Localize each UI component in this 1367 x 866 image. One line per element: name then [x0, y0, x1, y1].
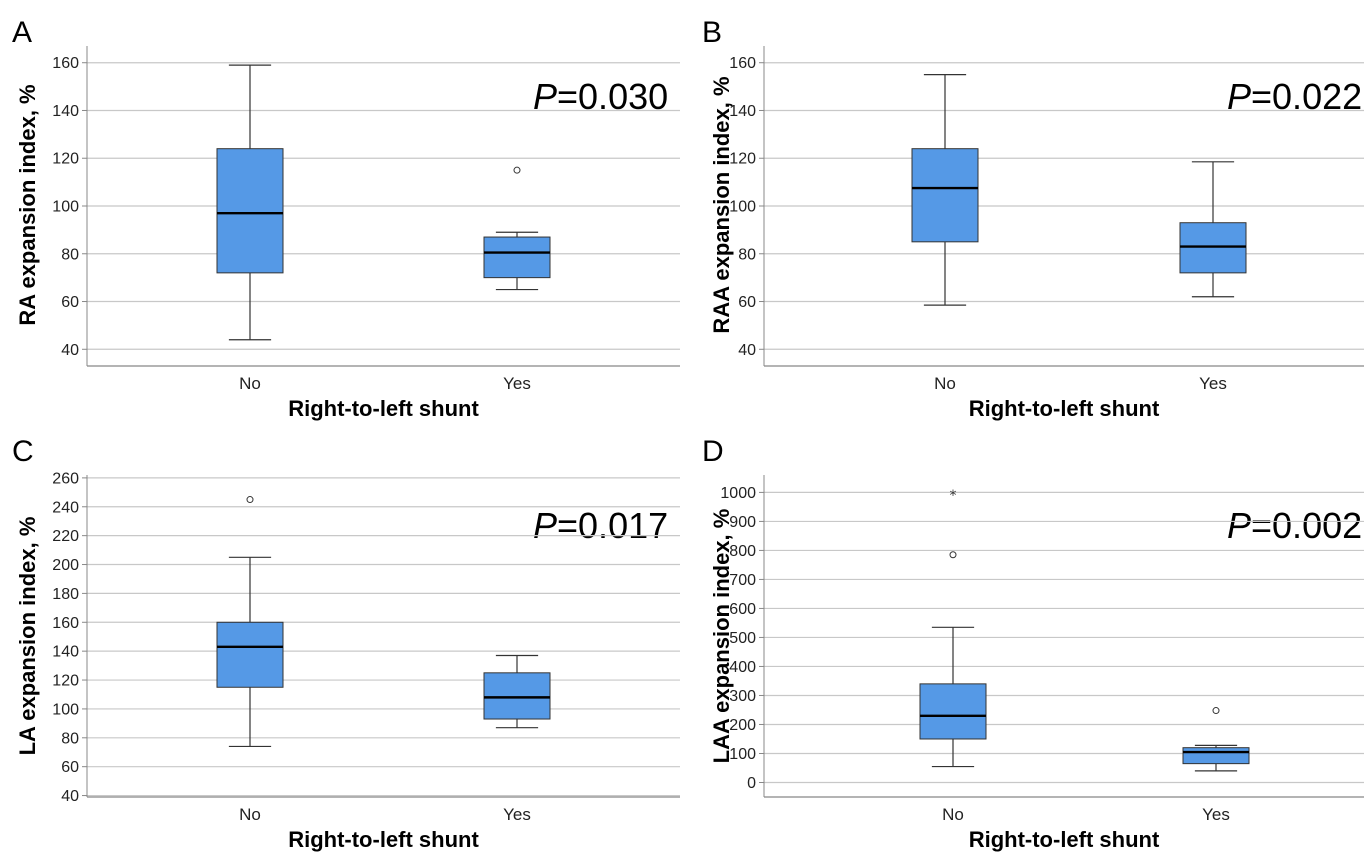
y-tick-label: 120 — [52, 151, 79, 168]
x-category-label: Yes — [503, 374, 531, 393]
box-iqr — [1182, 747, 1250, 765]
y-tick-label: 500 — [729, 630, 756, 647]
y-tick-label: 200 — [52, 557, 79, 574]
outlier-point — [246, 496, 254, 504]
panel-letter: C — [12, 435, 34, 468]
y-tick-label: 40 — [61, 788, 79, 805]
y-tick-label: 80 — [61, 246, 79, 263]
box-iqr — [483, 236, 551, 279]
box-iqr — [911, 148, 979, 243]
boxplot-svg: 0 100 200 300 400 500 600 700 800 900 1000 * No Yes — [720, 475, 1364, 824]
x-axis-label: Right-to-left shunt — [288, 827, 479, 852]
chart-panel-b: B RAA expansion index, % P=0.022 Right-t… — [684, 0, 1367, 433]
y-tick-label: 200 — [729, 717, 756, 734]
box-iqr — [216, 621, 284, 688]
y-tick-label: 100 — [52, 199, 79, 216]
y-tick-label: 260 — [52, 470, 79, 487]
p-value: =0.017 — [557, 505, 669, 546]
extreme-point: * — [950, 488, 957, 504]
p-value-annotation: P=0.017 — [533, 505, 668, 547]
x-category-label: No — [942, 805, 964, 824]
y-tick-label: 100 — [52, 701, 79, 718]
x-category-label: Yes — [1199, 374, 1227, 393]
x-category-label: Yes — [503, 805, 531, 824]
x-category-label: No — [239, 805, 261, 824]
chart-panel-c: C LA expansion index, % P=0.017 Right-to… — [0, 433, 683, 866]
y-tick-label: 120 — [729, 151, 756, 168]
x-axis-label: Right-to-left shunt — [968, 396, 1160, 421]
y-tick-label: 0 — [747, 775, 756, 792]
box-iqr — [919, 683, 987, 740]
y-tick-label: 160 — [729, 55, 756, 72]
boxplot-svg: 40 60 80 100 120 140 160 180 200 220 240 260 No Yes — [52, 470, 680, 824]
box-iqr — [216, 148, 284, 274]
y-tick-label: 160 — [52, 615, 79, 632]
x-category-label: No — [239, 374, 261, 393]
chart-panel-a: A RA expansion index, % P=0.030 Right-to… — [0, 0, 683, 433]
y-tick-label: 40 — [61, 342, 79, 359]
outlier-point — [1212, 707, 1220, 715]
y-tick-label: 600 — [729, 601, 756, 618]
x-axis-label: Right-to-left shunt — [288, 396, 479, 421]
p-value: =0.002 — [1251, 505, 1363, 546]
y-tick-label: 80 — [738, 246, 756, 263]
p-symbol: P — [533, 505, 558, 546]
y-tick-label: 120 — [52, 673, 79, 690]
y-tick-label: 140 — [52, 644, 79, 661]
y-tick-label: 400 — [729, 659, 756, 676]
panel-letter: A — [12, 16, 33, 49]
y-tick-label: 40 — [738, 342, 756, 359]
y-tick-label: 1000 — [720, 485, 756, 502]
y-tick-label: 240 — [52, 499, 79, 516]
y-tick-label: 180 — [52, 586, 79, 603]
panel-letter: D — [702, 435, 724, 468]
y-tick-label: 300 — [729, 688, 756, 705]
x-category-label: Yes — [1202, 805, 1230, 824]
y-tick-label: 160 — [52, 55, 79, 72]
x-axis-label: Right-to-left shunt — [968, 827, 1160, 852]
boxplot-svg: 40 60 80 100 120 140 160 No Yes — [729, 46, 1364, 393]
outlier-point — [513, 166, 521, 174]
y-tick-label: 220 — [52, 528, 79, 545]
chart-panel-d: D LAA expansion index, % P=0.002 Right-t… — [684, 433, 1367, 866]
y-tick-label: 700 — [729, 572, 756, 589]
x-category-label: No — [934, 374, 956, 393]
y-tick-label: 100 — [729, 199, 756, 216]
y-tick-label: 60 — [61, 759, 79, 776]
y-tick-label: 900 — [729, 514, 756, 531]
p-symbol: P — [1227, 505, 1252, 546]
y-tick-label: 100 — [729, 746, 756, 763]
y-tick-label: 800 — [729, 543, 756, 560]
y-tick-label: 140 — [52, 103, 79, 120]
panel-letter: B — [702, 16, 723, 49]
y-tick-label: 60 — [61, 294, 79, 311]
box-iqr — [483, 672, 551, 720]
y-tick-label: 140 — [729, 103, 756, 120]
outlier-point — [949, 551, 957, 559]
y-tick-label: 80 — [61, 730, 79, 747]
p-value-annotation: P=0.002 — [1227, 505, 1362, 547]
y-tick-label: 60 — [738, 294, 756, 311]
boxplot-svg: 40 60 80 100 120 140 160 No Yes — [52, 46, 680, 393]
